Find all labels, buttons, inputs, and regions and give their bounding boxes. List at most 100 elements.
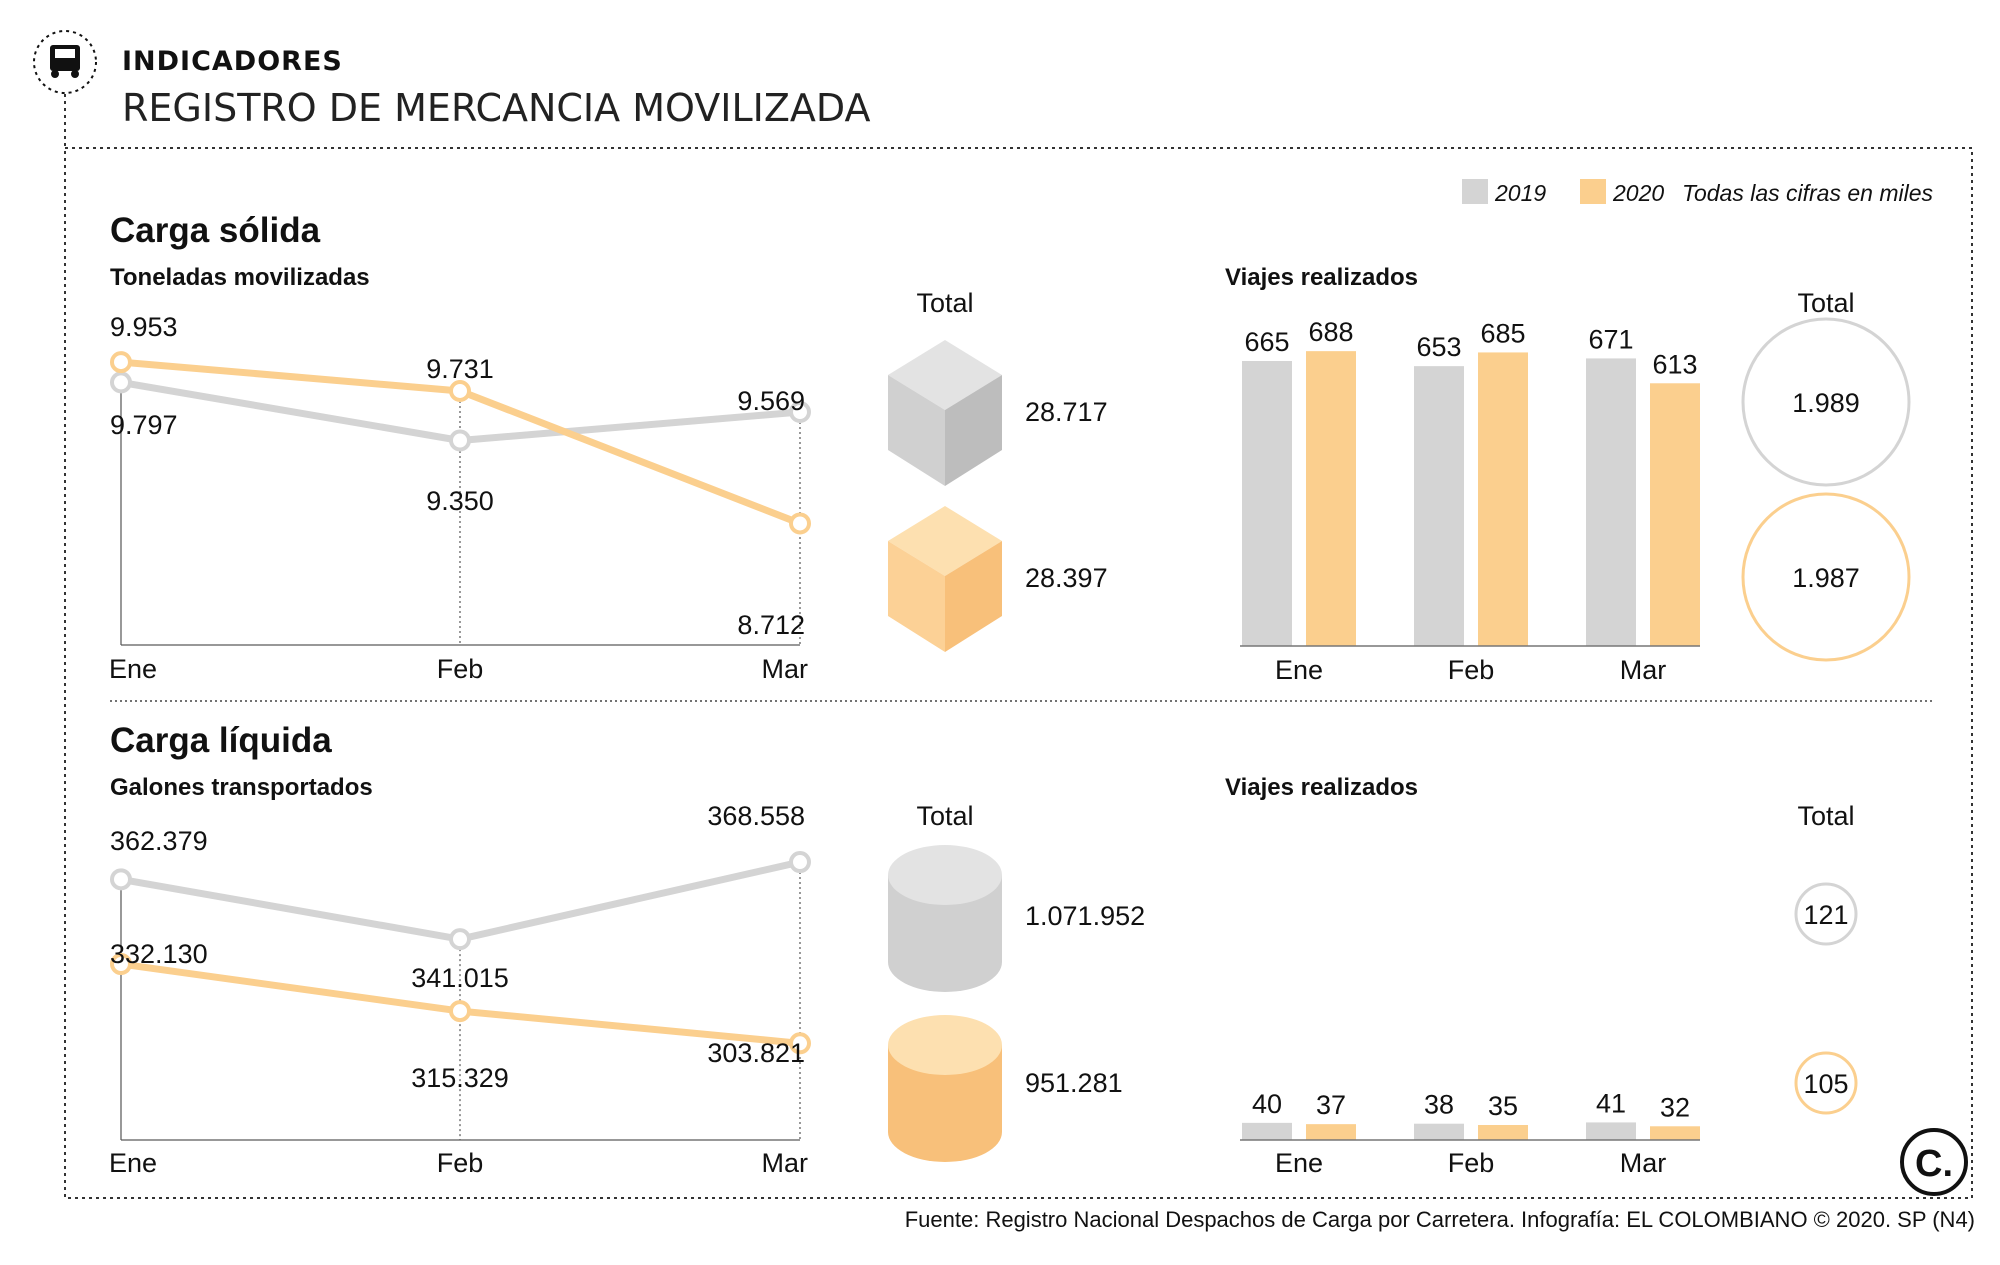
liquid_trips-bar-2020 <box>1478 1125 1528 1140</box>
page-title: REGISTRO DE MERCANCIA MOVILIZADA <box>122 86 870 130</box>
solid_trips-bar-label-2019: 653 <box>1416 332 1461 362</box>
solid_trips-bar-label-2020: 685 <box>1480 318 1525 348</box>
solid_tons-data-label-2019: 9.797 <box>110 410 178 440</box>
subtitle-solid-trips: Viajes realizados <box>1225 264 1418 291</box>
solid_trips-bar-2019 <box>1242 361 1292 646</box>
logo-mark: C. <box>1915 1143 1953 1185</box>
legend-swatch-2020 <box>1580 179 1606 204</box>
liquid_gallons-point-2019 <box>110 868 132 891</box>
legend: 2019 2020 Todas las cifras en miles <box>1462 179 1933 206</box>
solid_trips-tick-label: Ene <box>1275 655 1323 685</box>
solid_trips-bar-2019 <box>1586 358 1636 646</box>
liquid_gallons-data-label-2020: 303.821 <box>707 1038 805 1068</box>
cube-icon-2019 <box>888 340 1002 486</box>
total-title-liquid: Total <box>916 801 973 831</box>
solid_tons-point-2020 <box>110 351 132 374</box>
liquid_trips-bar-label-2019: 38 <box>1424 1090 1454 1120</box>
solid_trips-tick-label: Feb <box>1448 655 1495 685</box>
header-kicker: INDICADORES <box>122 46 343 77</box>
solid_tons-tick-label: Feb <box>437 654 484 684</box>
logo: C. <box>1900 1128 1968 1196</box>
charts: Ene Feb Mar 9.797 9.350 9.569 9.953 9.731 8.712 6… <box>109 312 1700 1178</box>
total-value-solid-2019: 28.717 <box>1025 397 1108 427</box>
cylinder-icon-2019 <box>888 845 1002 992</box>
total-value-liquid-2019: 1.071.952 <box>1025 901 1145 931</box>
liquid_trips-bar-2019 <box>1414 1123 1464 1140</box>
solid_tons-point-2019 <box>449 429 471 452</box>
solid_tons-data-label-2019: 9.569 <box>737 386 805 416</box>
legend-label-2019: 2019 <box>1494 180 1546 206</box>
total-value-solid-2020: 28.397 <box>1025 563 1108 593</box>
liquid_trips-bar-2020 <box>1306 1124 1356 1140</box>
solid_tons-tick-label: Mar <box>762 654 809 684</box>
liquid_gallons-point-2020 <box>789 1032 811 1055</box>
solid_trips-bar-2019 <box>1414 366 1464 646</box>
liquid_gallons-data-label-2020: 315.329 <box>411 1063 509 1093</box>
trips-total-title-liquid: Total <box>1797 801 1854 831</box>
liquid_gallons-data-label-2020: 332.130 <box>110 939 208 969</box>
trips-total-ring-liquid-2020 <box>1794 1051 1858 1115</box>
trips-total-solid-2020: 1.987 <box>1792 563 1860 593</box>
liquid_gallons-data-label-2019: 362.379 <box>110 826 208 856</box>
solid_trips-bar-label-2019: 665 <box>1244 327 1289 357</box>
trips-total-title-solid: Total <box>1797 288 1854 318</box>
solid_tons-data-label-2020: 8.712 <box>737 610 805 640</box>
solid_tons-point-2020 <box>449 379 471 402</box>
liquid_gallons-data-label-2019: 341.015 <box>411 963 509 993</box>
liquid_trips-tick-label: Feb <box>1448 1148 1495 1178</box>
legend-swatch-2019 <box>1462 179 1488 204</box>
header: INDICADORES REGISTRO DE MERCANCIA MOVILI… <box>33 30 870 130</box>
solid_trips-bar-label-2020: 613 <box>1652 349 1697 379</box>
solid_trips-bar-label-2020: 688 <box>1308 317 1353 347</box>
liquid_trips-tick-label: Mar <box>1620 1148 1667 1178</box>
liquid_gallons-point-2020 <box>449 1000 471 1023</box>
liquid_gallons-point-2019 <box>449 928 471 951</box>
solid_tons-tick-label: Ene <box>109 654 157 684</box>
solid_tons-point-2020 <box>789 512 811 535</box>
liquid_gallons-tick-label: Mar <box>762 1148 809 1178</box>
truck-icon <box>50 45 80 78</box>
subtitle-solid-tons: Toneladas movilizadas <box>110 264 370 291</box>
content-frame <box>64 147 1973 1199</box>
source-note: Fuente: Registro Nacional Despachos de C… <box>905 1207 1975 1232</box>
solid_tons-data-label-2019: 9.350 <box>426 486 494 516</box>
solid_trips-bar-2020 <box>1650 383 1700 646</box>
trips-total-solid-2019: 1.989 <box>1792 388 1860 418</box>
subtitle-liquid-trips: Viajes realizados <box>1225 774 1418 801</box>
section-title-liquid: Carga líquida <box>110 721 332 760</box>
subtitle-liquid-gallons: Galones transportados <box>110 774 373 801</box>
liquid_gallons-series-line-2019 <box>120 858 801 943</box>
liquid_trips-bar-label-2019: 40 <box>1252 1089 1282 1119</box>
legend-note: Todas las cifras en miles <box>1682 180 1933 206</box>
solid_trips-tick-label: Mar <box>1620 655 1667 685</box>
liquid_trips-bar-label-2020: 32 <box>1660 1092 1690 1122</box>
total-title-solid: Total <box>916 288 973 318</box>
legend-label-2020: 2020 <box>1612 180 1664 206</box>
solid_tons-point-2019 <box>789 401 811 424</box>
trips-total-liquid-2019: 121 <box>1803 900 1848 930</box>
logo-badge <box>1900 1128 1968 1196</box>
liquid_trips-bar-label-2020: 37 <box>1316 1090 1346 1120</box>
liquid_trips-bar-2020 <box>1650 1126 1700 1140</box>
solid_tons-data-label-2020: 9.731 <box>426 354 494 384</box>
section-title-solid: Carga sólida <box>110 211 321 250</box>
liquid_trips-bar-2019 <box>1586 1122 1636 1140</box>
solid_trips-bar-2020 <box>1306 351 1356 646</box>
solid_trips-bar-2020 <box>1478 352 1528 646</box>
liquid_gallons-tick-label: Feb <box>437 1148 484 1178</box>
liquid_gallons-tick-label: Ene <box>109 1148 157 1178</box>
trips-total-liquid-2020: 105 <box>1803 1069 1848 1099</box>
cylinder-icon-2020 <box>888 1015 1002 1162</box>
liquid_trips-bar-label-2019: 41 <box>1596 1088 1626 1118</box>
solid_trips-bar-label-2019: 671 <box>1588 324 1633 354</box>
liquid_gallons-point-2019 <box>789 851 811 874</box>
solid_tons-data-label-2020: 9.953 <box>110 312 178 342</box>
cube-icon-2020 <box>888 506 1002 652</box>
liquid_trips-bar-label-2020: 35 <box>1488 1091 1518 1121</box>
trips-total-ring-solid-2019 <box>1741 317 1911 487</box>
trips-total-ring-solid-2020 <box>1741 492 1911 662</box>
liquid_trips-bar-2019 <box>1242 1122 1292 1140</box>
liquid_gallons-point-2020 <box>110 953 132 976</box>
